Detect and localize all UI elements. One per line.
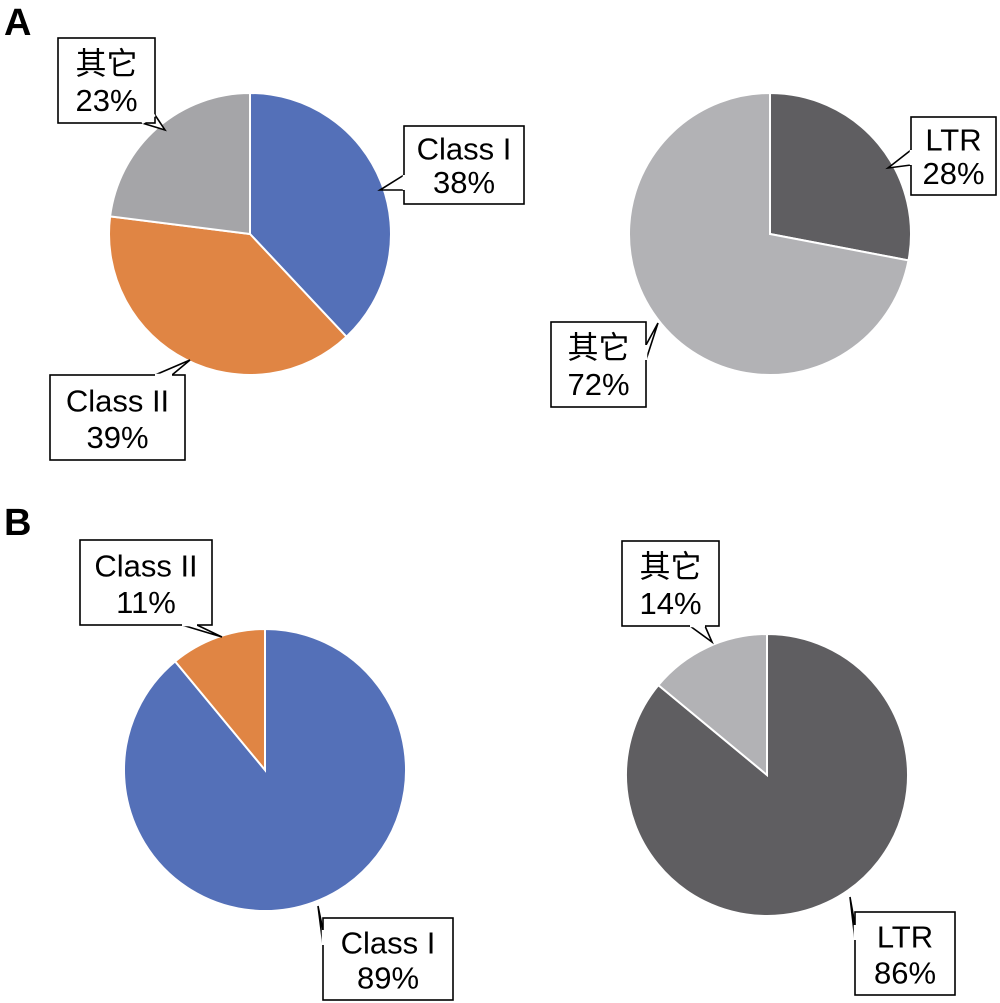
callout-box — [403, 125, 525, 205]
slice-label: 其它 — [640, 550, 702, 585]
slice-value-label: 39% — [86, 420, 148, 455]
pie-slice — [173, 627, 266, 773]
pie-slice — [769, 91, 912, 262]
callout-seam — [141, 113, 156, 125]
slice-value-label: 28% — [922, 156, 984, 191]
panel-letter-a: A — [4, 2, 31, 44]
slice-value-label: 72% — [567, 367, 629, 402]
slice-label: Class I — [341, 925, 436, 960]
slice-label: Class II — [66, 384, 169, 419]
callout-box — [550, 321, 647, 408]
slice-value-label: 23% — [75, 83, 137, 118]
callout-box — [854, 911, 956, 996]
callout-box — [621, 540, 720, 627]
callout-box — [57, 37, 156, 124]
slice-value-label: 86% — [874, 955, 936, 990]
pie-slice — [108, 215, 348, 376]
callout-pointer — [181, 624, 223, 638]
callout-pointer — [377, 174, 405, 191]
callout: Class I89% — [317, 905, 454, 1001]
callout-pointer — [689, 625, 714, 645]
slice-label: 其它 — [568, 331, 630, 366]
callout: Class I38% — [377, 125, 525, 205]
slice-value-label: 14% — [639, 586, 701, 621]
slice-label: Class II — [94, 549, 197, 584]
slice-label: 其它 — [76, 47, 138, 82]
pie-slice — [628, 91, 910, 376]
slice-label: LTR — [877, 920, 933, 955]
slice-label: LTR — [925, 123, 981, 158]
callout-pointer — [154, 359, 191, 376]
slice-value-label: 11% — [116, 585, 176, 620]
slice-label: Class I — [417, 132, 512, 167]
slice-value-label: 89% — [357, 961, 419, 996]
callout-pointer — [885, 149, 912, 170]
callout-box — [79, 539, 213, 626]
callout-box — [49, 374, 186, 461]
callout-pointer — [645, 322, 659, 361]
slice-value-label: 38% — [433, 165, 495, 200]
panel-letter-b: B — [4, 502, 31, 544]
callout-box — [322, 917, 454, 1001]
pie-slice — [656, 632, 768, 778]
pie-charts: Class I38%Class II39%其它23%LTR28%其它72%Cla… — [49, 37, 997, 1001]
pie-slice — [249, 91, 392, 339]
